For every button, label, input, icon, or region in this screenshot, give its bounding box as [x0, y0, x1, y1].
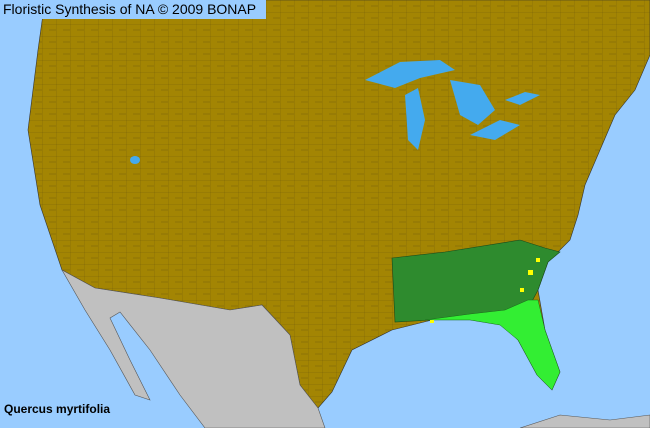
great-lakes — [130, 60, 540, 164]
land-cuba — [519, 414, 650, 428]
rare-counties — [430, 258, 540, 323]
range-counties — [424, 299, 561, 391]
species-name: Quercus myrtifolia — [4, 402, 111, 416]
map-title: Floristic Synthesis of NA © 2009 BONAP — [0, 0, 267, 19]
land-mexico — [61, 269, 326, 428]
